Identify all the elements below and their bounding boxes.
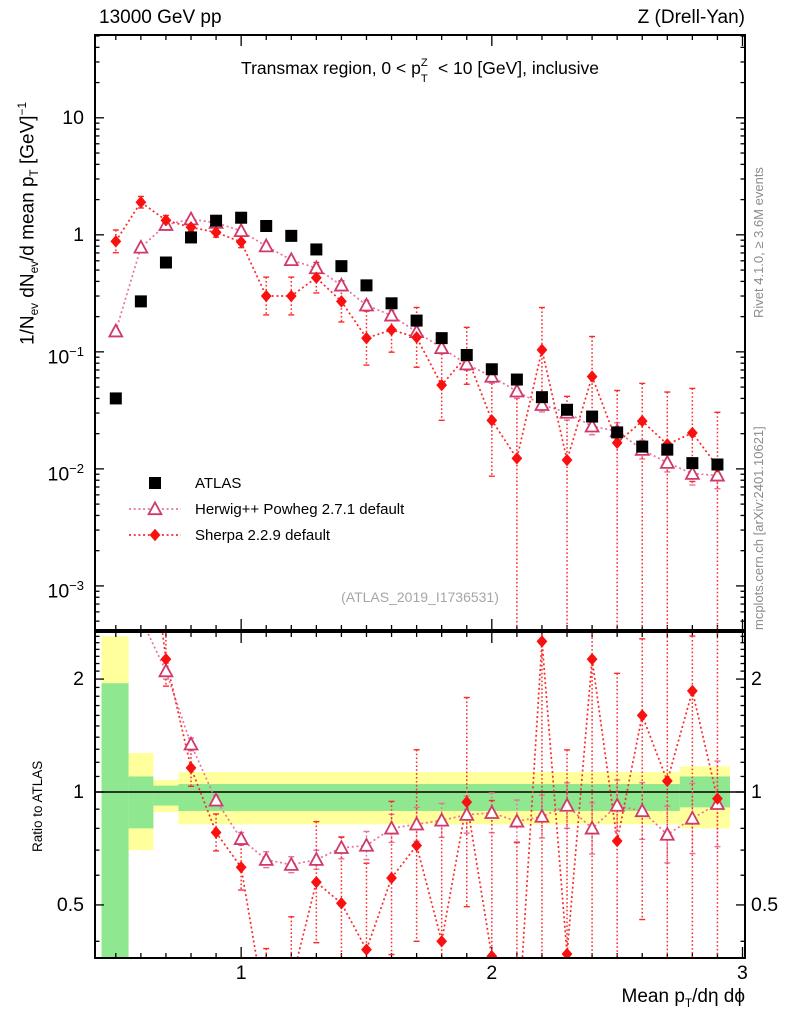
watermark-analysis-id: (ATLAS_2019_I1736531) [341,589,499,605]
ratio-y-tick-label-right: 1 [751,781,762,803]
ratio-markers-diamond [160,635,723,957]
legend-row-sherpa: Sherpa 2.2.9 default [128,522,404,548]
x-tick-label: 3 [737,962,748,984]
legend: ATLAS Herwig++ Powheg 2.7.1 default Sher… [128,470,404,548]
main-y-tick-label: 1 [73,223,84,246]
herwig-triangle-icon [128,498,182,520]
main-errors-diamond [112,195,721,629]
sherpa-diamond-icon [128,524,182,546]
main-y-tick-label: 10 [62,106,84,129]
ratio-markers-triangle-open [158,662,726,871]
ratio-frame [94,631,746,959]
legend-label-atlas: ATLAS [195,474,242,492]
atlas-uncertainty-bands [101,636,730,957]
atlas-square-icon [128,472,182,494]
header-beam: 13000 GeV pp [99,7,222,28]
legend-row-herwig: Herwig++ Powheg 2.7.1 default [128,496,404,522]
x-tick-label: 2 [486,962,498,984]
main-y-tick-label: 10−2 [47,460,84,486]
main-frame [94,34,746,631]
ratio-y-tick-label-left: 1 [73,781,84,803]
ratio-y-tick-label-left: 2 [73,668,84,691]
side-note-rivet: Rivet 4.1.0, ≥ 3.6M events [751,167,766,318]
ratio-y-axis-title: Ratio to ATLAS [30,760,45,852]
x-axis-title: Mean pT/dη dϕ [621,986,745,1010]
ratio-y-tick-label-right: 0.5 [751,893,779,916]
ratio-y-tick-label-right: 2 [751,668,762,691]
legend-row-atlas: ATLAS [128,470,404,496]
main-errors-triangle-open [112,217,721,490]
legend-label-sherpa: Sherpa 2.2.9 default [195,526,331,544]
x-tick-label: 1 [235,962,247,984]
ratio-y-tick-label-left: 0.5 [56,893,84,916]
header-process: Z (Drell-Yan) [637,7,745,28]
main-markers-square [109,211,724,471]
side-note-mcplots: mcplots.cern.ch [arXiv:2401.10621] [751,426,766,630]
main-y-tick-label: 10−3 [47,577,84,603]
legend-label-herwig: Herwig++ Powheg 2.7.1 default [195,500,405,518]
main-markers-diamond [110,196,723,473]
main-y-tick-label: 10−1 [47,343,84,369]
